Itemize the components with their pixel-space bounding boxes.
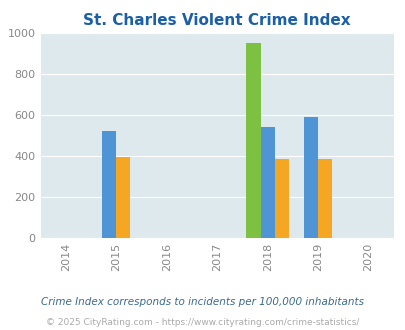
Bar bbox=[318, 159, 331, 238]
Bar bbox=[246, 43, 260, 238]
Bar bbox=[116, 157, 130, 238]
Bar bbox=[303, 117, 318, 238]
Text: © 2025 CityRating.com - https://www.cityrating.com/crime-statistics/: © 2025 CityRating.com - https://www.city… bbox=[46, 318, 359, 327]
Bar bbox=[274, 159, 288, 238]
Text: Crime Index corresponds to incidents per 100,000 inhabitants: Crime Index corresponds to incidents per… bbox=[41, 297, 364, 307]
Title: St. Charles Violent Crime Index: St. Charles Violent Crime Index bbox=[83, 13, 350, 28]
Bar bbox=[260, 126, 274, 238]
Bar bbox=[102, 131, 116, 238]
